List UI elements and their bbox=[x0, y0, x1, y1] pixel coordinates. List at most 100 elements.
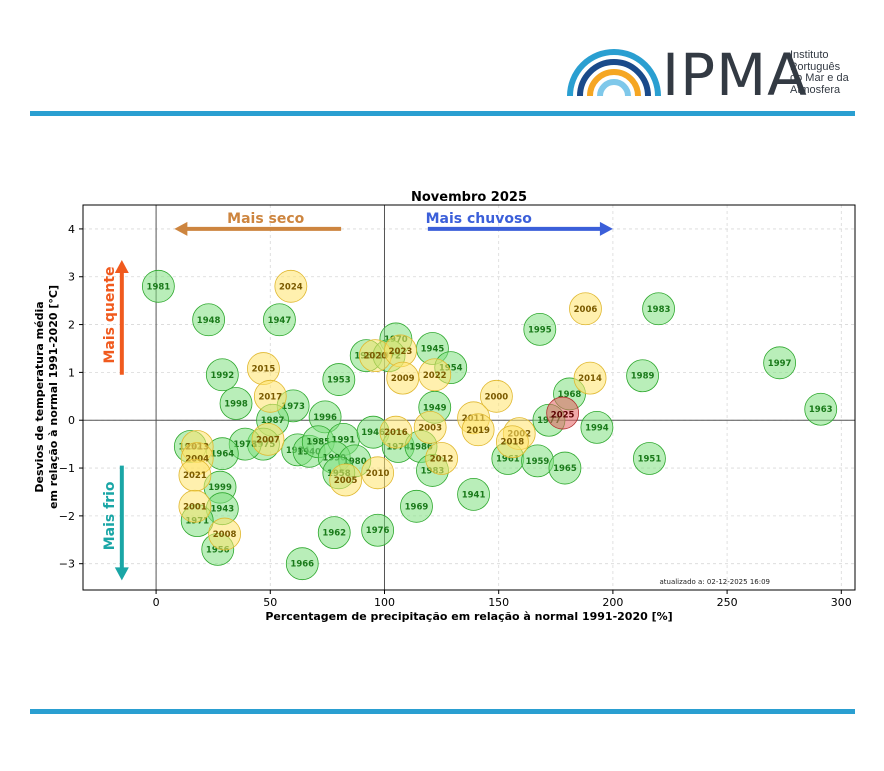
year-label: 1951 bbox=[638, 454, 662, 464]
current-year-point bbox=[546, 396, 580, 430]
year-label: 1948 bbox=[197, 316, 221, 326]
recent-year-point bbox=[361, 456, 395, 490]
year-label: 1963 bbox=[809, 405, 833, 415]
year-label: 1966 bbox=[290, 560, 314, 570]
year-label: 1978 bbox=[233, 440, 257, 450]
rainbow-arc-icon bbox=[567, 49, 661, 97]
year-label: 1994 bbox=[585, 423, 609, 433]
year-point bbox=[141, 269, 175, 303]
year-point bbox=[804, 392, 838, 426]
updated-timestamp: atualizado a: 02-12-2025 16:09 bbox=[659, 578, 770, 586]
x-tick-label: 50 bbox=[263, 596, 277, 609]
year-point bbox=[322, 363, 356, 396]
year-point bbox=[626, 359, 659, 393]
year-label: 2003 bbox=[418, 423, 442, 433]
year-label: 1973 bbox=[281, 402, 305, 412]
year-label: 2000 bbox=[485, 392, 509, 402]
year-point bbox=[317, 516, 351, 550]
year-label: 2009 bbox=[391, 374, 415, 384]
plot-frame bbox=[82, 204, 856, 591]
colder-arrow-head bbox=[114, 567, 129, 581]
year-label: 1954 bbox=[439, 364, 463, 374]
y-tick-label: 1 bbox=[68, 366, 75, 379]
recent-year-point bbox=[573, 361, 607, 395]
wetter-label: Mais chuvoso bbox=[426, 211, 533, 227]
drier-label: Mais seco bbox=[227, 211, 305, 227]
drier-arrow-head bbox=[174, 221, 188, 236]
logo-wordmark: IPMA bbox=[662, 41, 808, 109]
year-label: 1947 bbox=[268, 316, 292, 326]
y-tick-label: 3 bbox=[68, 271, 75, 284]
year-label: 2020 bbox=[364, 352, 388, 362]
wetter-arrow-head bbox=[599, 221, 613, 236]
year-label: 1959 bbox=[526, 457, 550, 467]
year-label: 2025 bbox=[551, 411, 575, 421]
year-label: 2019 bbox=[466, 426, 490, 436]
year-point bbox=[285, 547, 319, 581]
year-label: 1965 bbox=[553, 464, 577, 474]
year-point bbox=[192, 303, 226, 337]
year-label: 2006 bbox=[574, 305, 598, 315]
recent-year-point bbox=[425, 442, 458, 475]
y-tick-label: −1 bbox=[59, 462, 75, 475]
header-rule bbox=[30, 111, 855, 116]
year-point bbox=[361, 513, 395, 547]
warmer-arrow-head bbox=[114, 260, 129, 273]
year-point bbox=[642, 292, 675, 326]
recent-year-point bbox=[274, 269, 308, 303]
y-tick-label: −2 bbox=[59, 510, 75, 523]
year-label: 2018 bbox=[501, 438, 525, 448]
year-label: 1991 bbox=[332, 435, 356, 445]
recent-year-point bbox=[379, 415, 413, 449]
year-label: 1941 bbox=[462, 490, 486, 500]
year-label: 1964 bbox=[210, 450, 234, 460]
recent-year-point bbox=[495, 425, 529, 459]
logo-subtitle-line: Português bbox=[790, 60, 841, 73]
year-label: 1945 bbox=[421, 344, 445, 354]
year-label: 1992 bbox=[210, 371, 234, 381]
x-tick-label: 200 bbox=[602, 596, 623, 609]
warmer-label: Mais quente bbox=[102, 266, 118, 363]
year-label: 2016 bbox=[384, 428, 408, 438]
year-point bbox=[457, 477, 490, 511]
year-point bbox=[400, 489, 433, 523]
y-ticks: −3 −2 −1 0 1 2 3 4 bbox=[59, 223, 83, 571]
logo-subtitle-line: Atmosfera bbox=[790, 83, 841, 96]
year-label: 1983 bbox=[647, 305, 671, 315]
y-tick-label: −3 bbox=[59, 558, 75, 571]
year-label: 2022 bbox=[423, 371, 447, 381]
year-label: 2012 bbox=[430, 454, 454, 464]
year-label: 2005 bbox=[334, 476, 358, 486]
ipma-logo: IPMA Instituto Português do Mar e da Atm… bbox=[566, 46, 866, 106]
year-label: 1981 bbox=[147, 282, 171, 292]
year-label: 1987 bbox=[261, 416, 285, 426]
year-label: 2017 bbox=[258, 392, 282, 402]
year-point bbox=[548, 451, 582, 485]
year-point bbox=[580, 410, 614, 444]
year-point bbox=[219, 387, 253, 420]
logo-subtitle-line: Instituto bbox=[790, 49, 829, 61]
chart-title: Novembro 2025 bbox=[411, 190, 527, 205]
year-label: 1989 bbox=[631, 372, 655, 382]
x-tick-label: 300 bbox=[831, 596, 852, 609]
year-label: 1980 bbox=[343, 457, 367, 467]
year-label: 2023 bbox=[389, 347, 413, 357]
recent-year-point bbox=[329, 463, 363, 497]
direction-arrows: Mais seco Mais chuvoso Mais quente Mais fri… bbox=[102, 211, 613, 581]
year-label: 1999 bbox=[208, 483, 232, 493]
year-point bbox=[763, 346, 797, 380]
year-label: 1997 bbox=[768, 359, 792, 369]
year-label: 1962 bbox=[322, 529, 346, 539]
year-label: 2007 bbox=[256, 435, 280, 445]
year-label: 1946 bbox=[361, 428, 385, 438]
x-tick-label: 0 bbox=[153, 596, 160, 609]
year-label: 2021 bbox=[183, 471, 207, 481]
year-label: 1986 bbox=[409, 443, 433, 453]
logo-subtitle: Instituto Português do Mar e da Atmosfer… bbox=[790, 49, 849, 96]
year-label: 1961 bbox=[496, 454, 520, 464]
year-label: 1943 bbox=[210, 505, 234, 515]
y-tick-label: 2 bbox=[68, 319, 75, 332]
year-point bbox=[205, 358, 239, 392]
year-label: 1996 bbox=[313, 413, 337, 423]
